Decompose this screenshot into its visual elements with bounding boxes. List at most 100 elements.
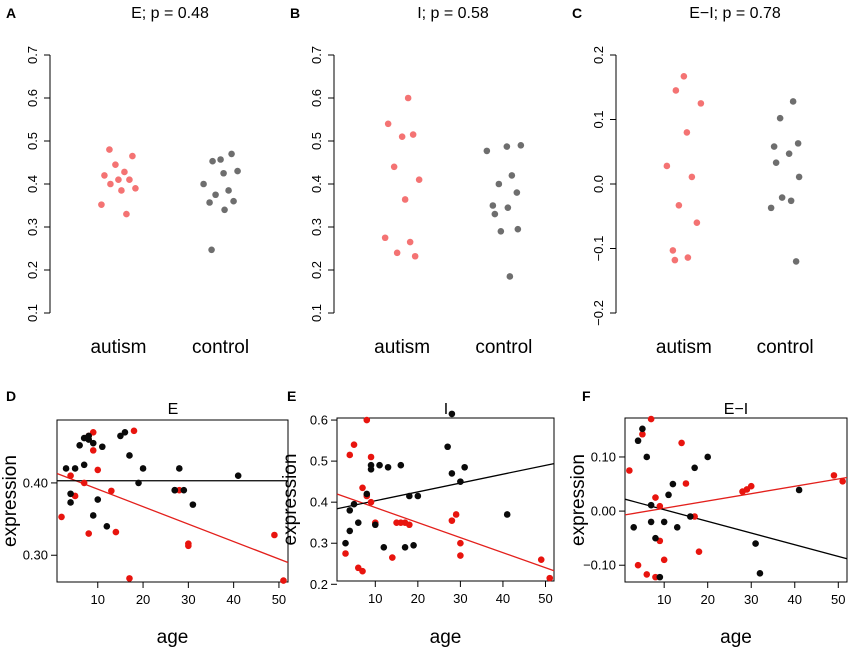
point-black xyxy=(363,490,371,498)
point-black xyxy=(98,443,106,451)
panel-letter-F: F xyxy=(582,388,591,404)
y-tick-label: 0.10 xyxy=(591,449,616,464)
point-autism xyxy=(98,201,105,208)
point-red xyxy=(359,567,366,575)
point-black xyxy=(639,425,646,433)
point-black xyxy=(414,492,422,500)
point-control xyxy=(772,159,780,167)
point-black xyxy=(62,465,70,472)
point-autism xyxy=(669,247,677,254)
y-tick-label: 0.5 xyxy=(310,454,328,469)
point-control xyxy=(776,114,784,122)
y-tick-label: 0.2 xyxy=(309,261,324,279)
point-red xyxy=(457,539,464,547)
point-black xyxy=(234,472,242,479)
point-red xyxy=(389,554,396,561)
point-red xyxy=(80,479,88,487)
point-autism xyxy=(680,72,688,80)
point-black xyxy=(656,573,664,581)
point-autism xyxy=(697,100,705,107)
point-red xyxy=(682,480,690,487)
point-control xyxy=(795,173,803,181)
x-tick-label: 30 xyxy=(453,591,467,606)
point-red xyxy=(185,542,192,550)
x-tick-label: 40 xyxy=(496,591,510,606)
point-control xyxy=(785,150,793,157)
point-red xyxy=(89,428,97,436)
y-tick-label: 0.00 xyxy=(591,504,616,519)
y-tick-label: 0.5 xyxy=(309,132,324,150)
point-control xyxy=(230,197,237,205)
point-autism xyxy=(693,219,701,226)
point-red xyxy=(108,487,115,495)
panel-letter-D: D xyxy=(6,388,16,404)
x-tick-label: 20 xyxy=(411,591,425,606)
point-black xyxy=(180,486,188,494)
point-black xyxy=(673,524,681,531)
panel-letter-B: B xyxy=(290,5,300,21)
point-black xyxy=(67,490,74,498)
point-red xyxy=(367,498,375,506)
point-control xyxy=(514,225,522,233)
point-black xyxy=(444,443,451,451)
point-black xyxy=(342,539,349,547)
x-tick-label: 40 xyxy=(788,592,802,607)
x-tick-label: 50 xyxy=(538,591,552,606)
point-control xyxy=(206,199,213,206)
point-control xyxy=(503,143,511,150)
regression-line-red xyxy=(336,493,555,572)
category-label-autism: autism xyxy=(656,337,712,358)
point-black xyxy=(103,523,111,530)
regression-line-black xyxy=(624,498,848,560)
point-black xyxy=(686,513,694,520)
point-red xyxy=(94,466,102,474)
point-red xyxy=(639,430,646,438)
point-control xyxy=(495,180,503,188)
y-tick-label: 0.2 xyxy=(591,46,606,64)
point-black xyxy=(630,524,638,531)
y-tick-label: 0.1 xyxy=(309,304,324,322)
y-axis-label: expression xyxy=(0,455,21,547)
point-control xyxy=(517,142,525,149)
point-control xyxy=(225,187,232,194)
point-red xyxy=(626,467,633,474)
y-tick-label: 0.4 xyxy=(309,175,324,193)
plot-frame xyxy=(336,417,555,582)
point-control xyxy=(767,204,775,212)
point-black xyxy=(704,453,712,461)
point-red xyxy=(678,439,685,447)
point-control xyxy=(778,194,786,201)
point-red xyxy=(546,574,554,582)
panel-title-F: E−I xyxy=(724,401,748,418)
x-tick-label: 20 xyxy=(700,592,714,607)
point-black xyxy=(756,570,764,577)
point-control xyxy=(234,167,241,175)
plot-frame xyxy=(624,417,848,583)
point-control xyxy=(208,246,215,254)
point-control xyxy=(209,157,216,165)
point-black xyxy=(346,527,354,535)
point-black xyxy=(139,465,147,472)
point-red xyxy=(452,511,460,518)
point-autism xyxy=(675,201,683,209)
point-autism xyxy=(126,176,133,183)
point-red xyxy=(830,472,838,479)
point-red xyxy=(112,528,120,536)
point-red xyxy=(656,502,664,510)
y-tick-label: −0.1 xyxy=(591,236,606,262)
panel-C: C E−I; p = 0.78 −0.2 −0.1 0.0 0.1 0.2 autism con… xyxy=(572,5,814,358)
point-black xyxy=(665,491,672,499)
point-black xyxy=(397,461,405,469)
x-axis-label: age xyxy=(720,627,752,648)
point-control xyxy=(489,202,497,209)
category-label-autism: autism xyxy=(90,337,146,358)
point-autism xyxy=(381,234,389,242)
point-red xyxy=(58,513,65,521)
point-autism xyxy=(115,176,122,183)
point-control xyxy=(228,150,235,158)
point-autism xyxy=(688,173,696,181)
point-autism xyxy=(409,131,417,138)
point-red xyxy=(406,521,413,529)
point-black xyxy=(67,499,74,506)
y-tick-label: 0.3 xyxy=(309,218,324,236)
